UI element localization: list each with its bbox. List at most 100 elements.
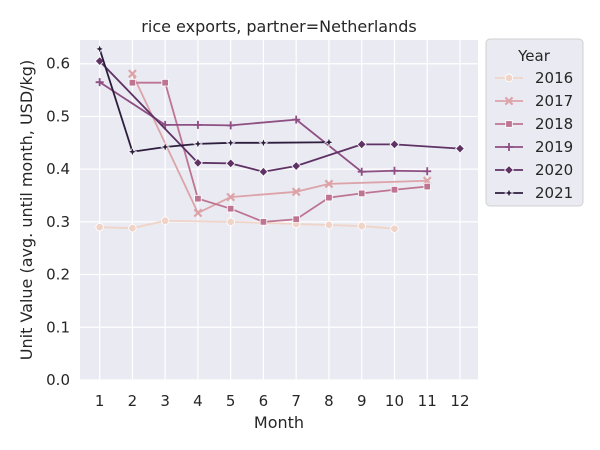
data-point-2018 — [390, 186, 399, 194]
data-point-2017 — [128, 69, 137, 79]
legend-label: 2019 — [535, 138, 573, 156]
data-point-2021 — [94, 43, 105, 54]
data-point-2020 — [258, 166, 269, 177]
legend-swatch-marker — [504, 96, 514, 106]
data-point-2018 — [259, 218, 268, 226]
series-2016 — [95, 216, 399, 233]
legend-item-2016: 2016 — [495, 69, 573, 87]
data-point-2017 — [291, 187, 301, 197]
data-point-2016 — [128, 223, 137, 233]
y-axis-label: Unit Value (avg. until month, USD/kg) — [17, 60, 36, 360]
legend-label: 2017 — [535, 92, 573, 110]
x-tick-label: 1 — [95, 392, 105, 410]
data-point-2021 — [127, 146, 138, 157]
data-point-2020 — [225, 158, 236, 169]
data-point-2017 — [193, 208, 203, 218]
y-tick-label: 0.5 — [46, 107, 70, 125]
x-tick-label: 6 — [259, 392, 269, 410]
x-tick-label: 4 — [193, 392, 203, 410]
series-2021 — [94, 43, 334, 157]
data-point-2017 — [226, 192, 236, 202]
data-point-2018 — [358, 189, 366, 198]
grid — [80, 40, 478, 381]
y-tick-label: 0.1 — [46, 318, 70, 336]
legend-item-2020: 2020 — [495, 161, 573, 179]
legend-label: 2020 — [535, 161, 573, 179]
data-point-2018 — [325, 193, 333, 202]
data-point-2016 — [160, 216, 170, 226]
data-point-2019 — [292, 115, 301, 124]
legend-item-2017: 2017 — [495, 92, 573, 110]
data-point-2020 — [389, 139, 400, 150]
x-tick-label: 2 — [128, 392, 138, 410]
x-tick-label: 10 — [385, 392, 404, 410]
legend-swatch-marker — [505, 143, 513, 151]
legend-label: 2021 — [535, 184, 573, 202]
data-point-2021 — [258, 137, 269, 148]
legend: Year 2016 2017 2018 2019 2020 2021 — [485, 38, 584, 207]
y-tick-label: 0.4 — [46, 160, 70, 178]
series-line-2020 — [99, 60, 461, 173]
data-point-2016 — [357, 221, 366, 231]
data-point-2018 — [161, 78, 169, 87]
series-line-2017 — [131, 73, 428, 214]
data-point-2020 — [356, 139, 367, 150]
series-2020 — [94, 56, 465, 177]
data-point-2018 — [226, 204, 235, 213]
x-tick-label: 3 — [160, 392, 170, 410]
legend-swatch-marker — [505, 120, 513, 128]
data-point-2021 — [160, 142, 171, 153]
series-2017 — [128, 69, 432, 218]
ticks: 1 2 3 4 5 6 7 8 9 10 11 120.00.10.20.30.40.50.6 — [46, 55, 469, 410]
x-tick-label: 9 — [357, 392, 367, 410]
y-tick-label: 0.3 — [46, 213, 70, 231]
legend-label: 2016 — [535, 69, 573, 87]
data-point-2016 — [324, 220, 334, 230]
data-point-2019 — [226, 121, 235, 130]
data-point-2016 — [226, 217, 235, 227]
data-point-2016 — [95, 222, 104, 232]
series-line-2018 — [132, 81, 428, 223]
chart-title: rice exports, partner=Netherlands — [141, 17, 416, 36]
x-tick-label: 5 — [226, 392, 236, 410]
data-point-2018 — [128, 78, 137, 87]
data-point-2019 — [95, 78, 104, 87]
data-point-2021 — [225, 137, 236, 148]
data-point-2018 — [194, 194, 202, 203]
y-tick-label: 0.6 — [46, 55, 70, 73]
legend-item-2021: 2021 — [495, 184, 573, 202]
series-2018 — [128, 78, 431, 226]
plot-area — [80, 40, 478, 380]
data-point-2019 — [423, 167, 432, 176]
legend-item-2018: 2018 — [495, 115, 573, 133]
series-2019 — [95, 78, 432, 176]
x-tick-label: 8 — [324, 392, 334, 410]
data-point-2017 — [324, 179, 334, 189]
x-axis-label: Month — [254, 413, 304, 432]
data-point-2018 — [292, 215, 300, 223]
legend-items: 2016 2017 2018 2019 2020 2021 — [495, 69, 573, 202]
legend-swatch-marker — [504, 73, 514, 83]
series-line-2019 — [99, 81, 428, 173]
legend-swatch-marker — [503, 187, 515, 199]
data-point-2019 — [390, 166, 399, 175]
legend-item-2019: 2019 — [495, 138, 573, 156]
data-point-2016 — [390, 224, 399, 233]
legend-label: 2018 — [535, 115, 573, 133]
data-point-2020 — [291, 161, 302, 171]
data-point-2021 — [323, 137, 334, 148]
y-tick-label: 0.0 — [46, 371, 70, 389]
x-tick-label: 12 — [450, 392, 469, 410]
data-point-2019 — [357, 167, 366, 176]
series-layer — [94, 43, 465, 233]
x-tick-label: 7 — [291, 392, 301, 410]
data-point-2018 — [423, 182, 431, 191]
x-tick-label: 11 — [418, 392, 437, 410]
data-point-2019 — [193, 120, 202, 129]
legend-title: Year — [517, 47, 551, 65]
y-tick-label: 0.2 — [46, 266, 70, 284]
data-point-2021 — [192, 138, 203, 149]
data-point-2020 — [455, 143, 465, 154]
data-point-2020 — [192, 157, 203, 168]
